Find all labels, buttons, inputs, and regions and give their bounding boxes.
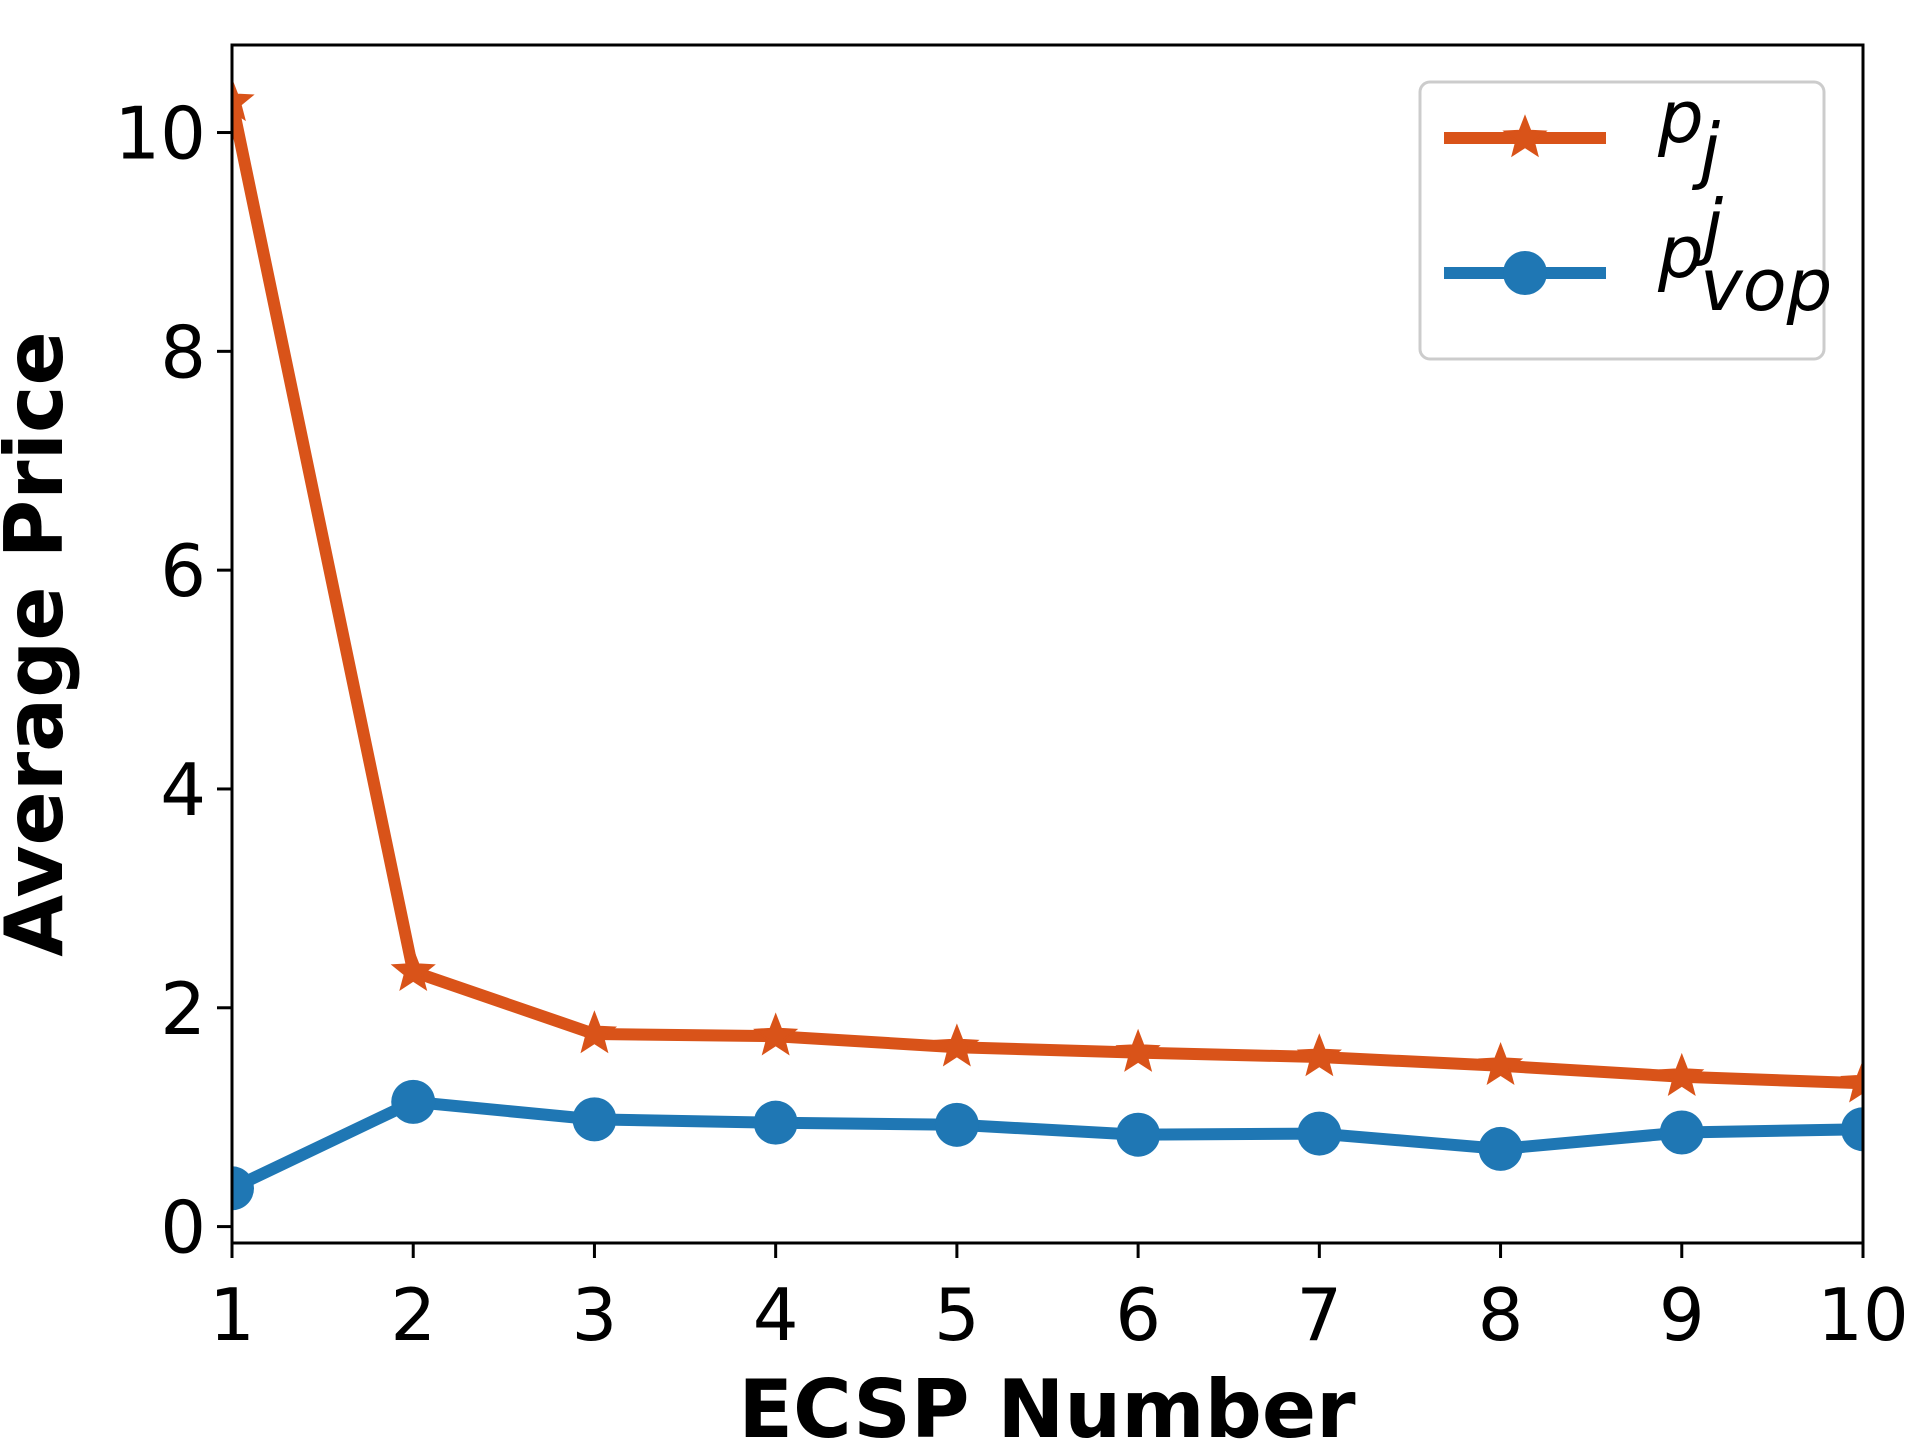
- data-point-star: [1115, 1028, 1161, 1072]
- data-point-star: [753, 1012, 799, 1056]
- data-point-star: [232, 78, 255, 122]
- legend-label-base: p: [1657, 210, 1704, 294]
- legend-label-subscript: vop: [1700, 243, 1832, 327]
- x-tick-label: 4: [753, 1273, 799, 1357]
- plot-area-frame: [230, 43, 1865, 1245]
- y-tick-label: 10: [114, 92, 206, 176]
- x-tick-label: 7: [1296, 1273, 1342, 1357]
- data-point-circle: [753, 1100, 798, 1145]
- y-tick-label: 6: [160, 529, 206, 613]
- y-axis: 0 2 4 6 8 10: [114, 92, 232, 1270]
- y-tick-label: 8: [160, 310, 206, 394]
- x-axis-title: ECSP Number: [738, 1363, 1356, 1440]
- legend-marker-star: [1502, 114, 1548, 158]
- legend-entry: pj: [1444, 75, 1720, 192]
- data-point-circle: [391, 1079, 436, 1124]
- data-point-star: [1477, 1042, 1524, 1086]
- x-tick-label: 5: [934, 1273, 980, 1357]
- data-point-circle: [1116, 1112, 1161, 1157]
- x-tick-label: 2: [390, 1273, 436, 1357]
- data-point-star: [1840, 1059, 1863, 1103]
- series-line: [232, 100, 1863, 1090]
- x-tick-label: 3: [572, 1273, 618, 1357]
- legend-marker-circle: [1503, 251, 1547, 295]
- data-point-star: [571, 1010, 618, 1054]
- y-axis-title: Average Price: [0, 331, 81, 956]
- x-axis: 1 2 3 4 5 6 7 8 9 10: [209, 1243, 1909, 1357]
- data-point-star: [1296, 1033, 1342, 1077]
- series-line: [232, 1095, 1863, 1194]
- data-point-circle: [572, 1097, 617, 1142]
- y-tick-label: 2: [160, 967, 206, 1051]
- series-1: [232, 78, 1863, 1103]
- series-lines: [232, 78, 1863, 1211]
- data-point-circle: [232, 1166, 254, 1211]
- data-point-circle: [1841, 1107, 1863, 1152]
- x-tick-label: 1: [209, 1273, 255, 1357]
- x-tick-label: 6: [1115, 1273, 1161, 1357]
- data-point-circle: [1659, 1110, 1704, 1155]
- data-point-star: [934, 1023, 980, 1067]
- y-tick-label: 0: [160, 1186, 206, 1270]
- series-2: [232, 1079, 1863, 1211]
- data-point-circle: [1478, 1126, 1523, 1171]
- x-tick-label: 8: [1478, 1273, 1524, 1357]
- data-point-circle: [934, 1102, 979, 1147]
- legend-label-base: p: [1657, 75, 1704, 159]
- data-point-star: [1659, 1052, 1705, 1096]
- x-tick-label: 10: [1817, 1273, 1909, 1357]
- x-tick-label: 9: [1659, 1273, 1705, 1357]
- legend-label: p: [1657, 210, 1704, 294]
- data-point-star: [390, 947, 436, 991]
- data-point-circle: [1297, 1111, 1342, 1156]
- y-tick-label: 4: [160, 748, 206, 832]
- legend-label: p: [1657, 75, 1704, 159]
